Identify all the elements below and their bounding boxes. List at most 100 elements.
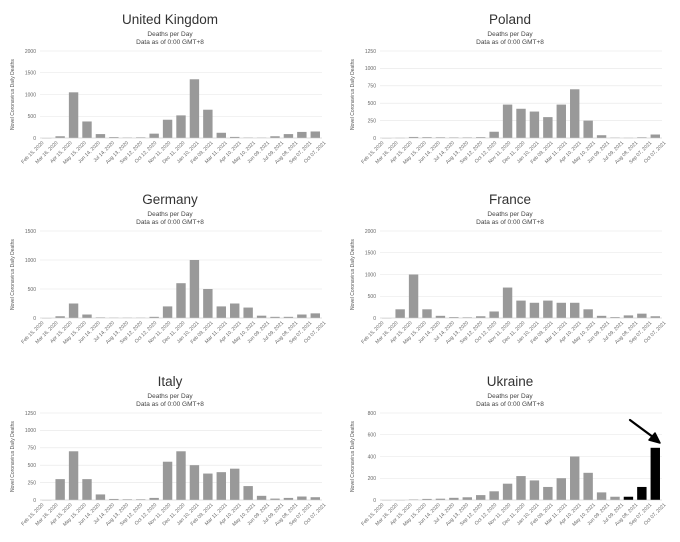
y-tick-label: 0 bbox=[373, 498, 376, 504]
bar-apr-10-2021 bbox=[570, 303, 579, 318]
chart-subtitle: Deaths per Day bbox=[147, 393, 193, 400]
bar-nov-11-2020 bbox=[163, 462, 172, 500]
bar-apr-15-2020 bbox=[409, 275, 418, 319]
y-tick-label: 250 bbox=[368, 118, 377, 124]
chart-title: Poland bbox=[489, 12, 531, 27]
bar-jun-14-2020 bbox=[96, 494, 105, 500]
bar-dec-11-2020 bbox=[176, 115, 185, 138]
bar-feb-09-2021 bbox=[543, 301, 552, 318]
chart-title: United Kingdom bbox=[122, 12, 218, 27]
chart-title: Germany bbox=[142, 192, 198, 207]
bar-dec-11-2020 bbox=[516, 476, 525, 500]
bar-mar-11-2021 bbox=[217, 306, 226, 318]
y-tick-label: 0 bbox=[373, 316, 376, 322]
y-tick-label: 1250 bbox=[365, 49, 376, 55]
y-tick-label: 1500 bbox=[25, 229, 36, 235]
bar-aug-08-2021 bbox=[284, 498, 293, 500]
y-tick-label: 500 bbox=[28, 463, 37, 469]
bar-feb-09-2021 bbox=[203, 110, 212, 138]
y-tick-label: 500 bbox=[368, 101, 377, 107]
bar-jul-14-2020 bbox=[449, 498, 458, 500]
bar-oct-12-2020 bbox=[489, 132, 498, 138]
y-tick-label: 750 bbox=[368, 84, 377, 90]
bar-aug-08-2021 bbox=[284, 134, 293, 138]
y-tick-label: 0 bbox=[33, 316, 36, 322]
bar-apr-10-2021 bbox=[570, 89, 579, 138]
chart-subtitle: Data as of 0:00 GMT+8 bbox=[136, 401, 204, 408]
y-tick-label: 1000 bbox=[25, 258, 36, 264]
bar-nov-11-2020 bbox=[163, 306, 172, 318]
y-tick-label: 2000 bbox=[25, 49, 36, 55]
bar-nov-11-2020 bbox=[163, 120, 172, 138]
y-axis-label: Novel Coronavirus Daily Deaths bbox=[350, 59, 356, 130]
bar-mar-11-2021 bbox=[217, 472, 226, 500]
chart-subtitle: Deaths per Day bbox=[147, 31, 193, 38]
bar-sep-07-2021 bbox=[637, 314, 646, 318]
chart-subtitle: Data as of 0:00 GMT+8 bbox=[476, 401, 544, 408]
bar-apr-10-2021 bbox=[570, 457, 579, 501]
y-tick-label: 1500 bbox=[25, 71, 36, 77]
bar-may-10-2021 bbox=[243, 486, 252, 500]
y-tick-label: 1250 bbox=[25, 411, 36, 417]
y-tick-label: 0 bbox=[33, 498, 36, 504]
bar-mar-16-2020 bbox=[55, 479, 64, 500]
y-tick-label: 600 bbox=[368, 433, 377, 439]
y-tick-label: 500 bbox=[368, 294, 377, 300]
chart-subtitle: Data as of 0:00 GMT+8 bbox=[476, 39, 544, 46]
y-tick-label: 0 bbox=[373, 136, 376, 142]
bar-jun-14-2020 bbox=[96, 134, 105, 138]
bar-may-10-2021 bbox=[583, 473, 592, 500]
y-tick-label: 1000 bbox=[365, 272, 376, 278]
bar-may-10-2021 bbox=[243, 308, 252, 318]
bar-oct-07-2021 bbox=[651, 448, 660, 500]
chart-subtitle: Data as of 0:00 GMT+8 bbox=[136, 219, 204, 226]
y-tick-label: 500 bbox=[28, 114, 37, 120]
bar-may-10-2021 bbox=[583, 121, 592, 138]
bar-sep-07-2021 bbox=[637, 487, 646, 500]
y-tick-label: 800 bbox=[368, 411, 377, 417]
bar-oct-07-2021 bbox=[311, 131, 320, 138]
y-tick-label: 0 bbox=[33, 136, 36, 142]
bar-jun-09-2021 bbox=[597, 135, 606, 138]
y-tick-label: 1000 bbox=[25, 428, 36, 434]
bar-oct-07-2021 bbox=[311, 313, 320, 318]
bar-aug-13-2020 bbox=[463, 497, 472, 500]
bar-apr-15-2020 bbox=[69, 304, 78, 319]
y-axis-label: Novel Coronavirus Daily Deaths bbox=[350, 421, 356, 492]
bar-sep-12-2020 bbox=[476, 495, 485, 500]
bar-mar-11-2021 bbox=[557, 105, 566, 138]
bar-nov-11-2020 bbox=[503, 484, 512, 500]
chart-title: Italy bbox=[158, 374, 183, 389]
bar-jun-09-2021 bbox=[597, 492, 606, 500]
bar-apr-15-2020 bbox=[69, 92, 78, 138]
bar-apr-15-2020 bbox=[69, 451, 78, 500]
y-axis-label: Novel Coronavirus Daily Deaths bbox=[10, 59, 16, 130]
bar-jul-09-2021 bbox=[610, 497, 619, 500]
chart-subtitle: Deaths per Day bbox=[487, 393, 533, 400]
bar-jan-10-2021 bbox=[530, 112, 539, 138]
y-tick-label: 1000 bbox=[365, 66, 376, 72]
bar-mar-11-2021 bbox=[217, 133, 226, 138]
bar-dec-11-2020 bbox=[516, 109, 525, 138]
chart-subtitle: Data as of 0:00 GMT+8 bbox=[476, 219, 544, 226]
bar-mar-11-2021 bbox=[557, 478, 566, 500]
bar-mar-11-2021 bbox=[557, 303, 566, 318]
bar-oct-07-2021 bbox=[311, 497, 320, 500]
bar-jan-10-2021 bbox=[190, 79, 199, 138]
bar-feb-09-2021 bbox=[203, 474, 212, 500]
bar-feb-09-2021 bbox=[203, 289, 212, 318]
y-axis-label: Novel Coronavirus Daily Deaths bbox=[10, 239, 16, 310]
bar-dec-11-2020 bbox=[516, 301, 525, 318]
bar-feb-09-2021 bbox=[543, 117, 552, 138]
bar-oct-12-2020 bbox=[149, 498, 158, 500]
y-tick-label: 200 bbox=[368, 476, 377, 482]
